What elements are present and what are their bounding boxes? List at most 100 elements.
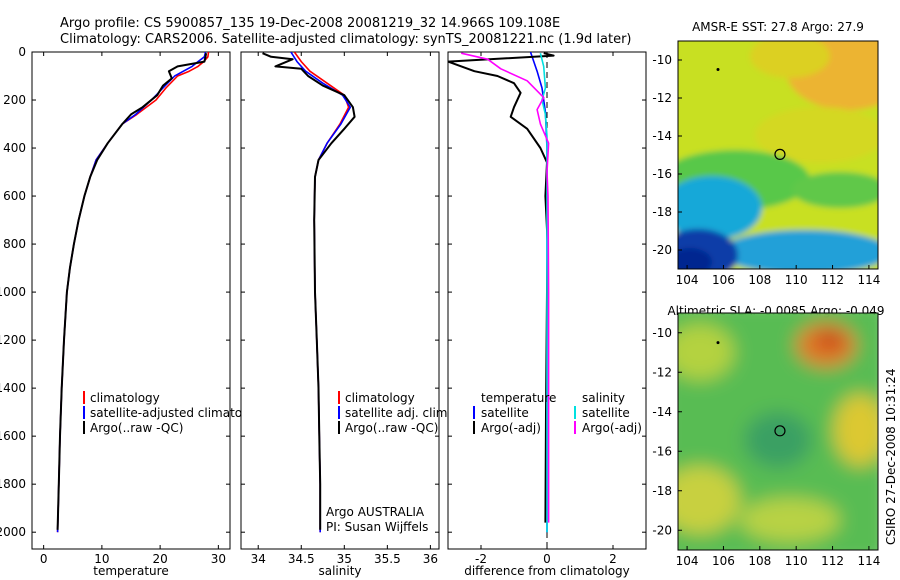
legend-label-sal-satellite: satellite (582, 406, 630, 420)
salinity-xtick-label: 34 (251, 552, 266, 566)
sst_map-xtick-label: 106 (712, 273, 735, 287)
sla_map-ytick-label: -10 (652, 326, 672, 340)
salinity-xlabel: salinity (318, 564, 361, 578)
salinity-xtick-label: 34.5 (288, 552, 315, 566)
legend-label-argo: Argo(..raw -QC) (90, 421, 183, 435)
salinity-xtick-label: 35.5 (374, 552, 401, 566)
difference-xlabel: difference from climatology (464, 564, 630, 578)
salinity-xtick-label: 36 (423, 552, 438, 566)
sst_map-ytick-label: -16 (652, 167, 672, 181)
temperature-xtick-label: 30 (211, 552, 226, 566)
difference-legend: temperature satellite Argo(-adj) salinit… (473, 391, 642, 435)
csiro-timestamp: CSIRO 27-Dec-2008 10:31:24 (884, 368, 898, 545)
legend-header-salinity: salinity (582, 391, 625, 405)
temperature-ytick-label: 1600 (0, 429, 26, 443)
sla_map-ytick-label: -12 (652, 365, 672, 379)
sst-map-title: AMSR-E SST: 27.8 Argo: 27.9 (692, 20, 864, 34)
temperature-panel: 0 10 20 30 0 200 400 600 800 1000 1200 1400 1600 1800… (0, 45, 268, 578)
temperature-xlabel: temperature (93, 564, 168, 578)
sst-green-band-e (792, 172, 878, 208)
legend-label-argo: Argo(..raw -QC) (345, 421, 438, 435)
sst_map-ytick-label: -20 (652, 243, 672, 257)
sla_map-ytick-label: -14 (652, 405, 672, 419)
temperature-legend: climatology satellite-adjusted climatolo… (83, 391, 268, 435)
legend-label-climatology: climatology (90, 391, 160, 405)
temperature-xtick-label: 20 (152, 552, 167, 566)
sla-argo-location-marker (774, 425, 786, 437)
difference-series-3 (461, 52, 550, 523)
temperature-plot-area (56, 52, 210, 533)
legend-label-satellite-adjusted: satellite-adjusted climatology (90, 406, 268, 420)
sla_map-ytick-label: -20 (652, 523, 672, 537)
legend-label-satellite: satellite adj. clim. (345, 406, 451, 420)
argo-program-note: Argo AUSTRALIA (326, 505, 425, 519)
temperature-xtick-label: 10 (94, 552, 109, 566)
legend-label-temp-satellite: satellite (481, 406, 529, 420)
figure-title-line2: Climatology: CARS2006. Satellite-adjuste… (60, 32, 632, 47)
salinity-series-2 (262, 52, 356, 530)
sst-map-frame (677, 40, 879, 270)
salinity-ticks: 34 34.5 35 35.5 36 (241, 51, 439, 566)
sla_map-xtick-label: 112 (821, 554, 844, 568)
sst_map-xtick-label: 112 (821, 273, 844, 287)
temperature-ticks: 0 10 20 30 0 200 400 600 800 1000 1200 1400 1600 1800… (0, 45, 230, 566)
difference-ticks: -2 0 2 (448, 51, 646, 566)
temperature-ytick-label: 400 (3, 141, 26, 155)
legend-label-temp-argo: Argo(-adj) (481, 421, 541, 435)
sst-cold-core (678, 248, 712, 269)
sla-small-dot (716, 341, 720, 345)
sst_map-xtick-label: 104 (676, 273, 699, 287)
sla_map-xtick-label: 108 (748, 554, 771, 568)
sst-yellow-band (755, 107, 878, 163)
sst_map-ytick-label: -18 (652, 205, 672, 219)
sst-warm-patch-n (750, 41, 830, 78)
temperature-ytick-label: 200 (3, 93, 26, 107)
difference-plot-area (448, 52, 555, 549)
legend-label-climatology: climatology (345, 391, 415, 405)
temperature-ytick-label: 1000 (0, 285, 26, 299)
argo-pi-note: PI: Susan Wijffels (326, 520, 428, 534)
sst_map-xtick-label: 110 (785, 273, 808, 287)
sla-map-ticks: 104 106 108 110 112 114 -10 -12 -14 -16 -18 -20 (652, 326, 880, 568)
sla_map-xtick-label: 104 (676, 554, 699, 568)
sla-yellow-nw (678, 324, 734, 380)
temperature-ytick-label: 1800 (0, 477, 26, 491)
temperature-ytick-label: 800 (3, 237, 26, 251)
sla-low-patch (744, 412, 812, 468)
sla-high-core-ne (816, 330, 844, 350)
salinity-plot-area (262, 52, 356, 533)
difference-xtick-label: 0 (543, 552, 551, 566)
sla_map-xtick-label: 106 (712, 554, 735, 568)
salinity-legend: climatology satellite adj. clim. Argo(..… (338, 391, 451, 435)
legend-label-sal-argo: Argo(-adj) (582, 421, 642, 435)
sst_map-xtick-label: 108 (748, 273, 771, 287)
sst-cool-patch (678, 176, 762, 240)
sst_map-xtick-label: 114 (857, 273, 880, 287)
difference-xtick-label: 2 (609, 552, 617, 566)
sst-small-dot (716, 68, 720, 71)
sst-map-image (678, 41, 878, 269)
salinity-xtick-label: 35 (337, 552, 352, 566)
difference-xtick-label: -2 (475, 552, 487, 566)
temperature-ytick-label: 1200 (0, 333, 26, 347)
sla-map-image (678, 313, 878, 550)
temperature-ytick-label: 1400 (0, 381, 26, 395)
temperature-ytick-label: 0 (18, 45, 26, 59)
sst_map-ytick-label: -10 (652, 53, 672, 67)
legend-header-temperature: temperature (481, 391, 556, 405)
temperature-ytick-label: 600 (3, 189, 26, 203)
sla-yellow-e (834, 394, 878, 466)
sla_map-ytick-label: -18 (652, 484, 672, 498)
sla-yellow-s (740, 498, 840, 542)
difference-panel: -2 0 2 difference from climatology tempera… (447, 51, 647, 578)
salinity-panel: 34 34.5 35 35.5 36 salinity climatology sate… (240, 51, 451, 578)
sst_map-ytick-label: -14 (652, 129, 672, 143)
sla_map-ytick-label: -16 (652, 444, 672, 458)
sst-map-ticks: 104 106 108 110 112 114 -10 -12 -14 -16 -18 -20 (652, 53, 880, 287)
sla_map-xtick-label: 114 (857, 554, 880, 568)
temperature-xtick-label: 0 (40, 552, 48, 566)
sla-yellow-sw (678, 466, 740, 534)
sst_map-ytick-label: -12 (652, 91, 672, 105)
figure-title-line1: Argo profile: CS 5900857_135 19-Dec-2008… (60, 16, 560, 31)
